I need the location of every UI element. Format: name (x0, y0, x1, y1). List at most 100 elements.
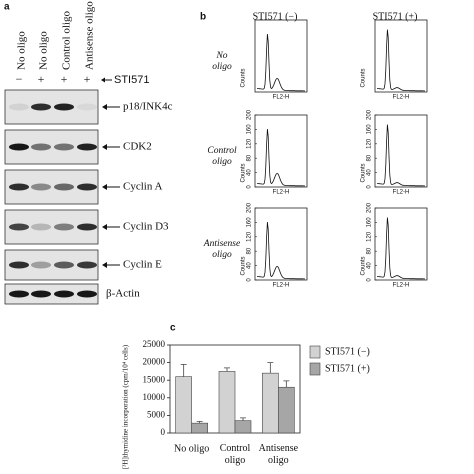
lane-label: Antisense oligo (84, 1, 96, 70)
error-bar (267, 362, 274, 374)
error-bar (240, 417, 246, 421)
band (77, 183, 97, 191)
y-axis-label: [³H]thymidine incorporation (cpm/10⁴ cel… (122, 344, 130, 469)
y-tick-label: 0 (367, 278, 373, 282)
y-tick-label: 120 (247, 231, 253, 242)
x-axis-label: FL2-H (393, 95, 410, 101)
blot (4, 89, 99, 125)
x-tick-label: Control oligo (220, 443, 251, 466)
band (31, 103, 51, 111)
legend-swatch (309, 362, 321, 376)
y-tick-label: 40 (247, 262, 253, 269)
y-tick-label: 80 (247, 154, 253, 161)
panel-label: b (200, 12, 206, 23)
band (77, 261, 97, 269)
plot-frame (374, 19, 428, 93)
blot-label: Cyclin E (123, 259, 162, 271)
band (9, 143, 29, 151)
histogram-curve (376, 29, 425, 92)
x-axis-label: FL2-H (273, 95, 290, 101)
y-tick-label: 0 (247, 185, 253, 189)
lane-sign: − (16, 72, 23, 86)
y-tick-label: 25000 (143, 339, 166, 349)
bar (234, 420, 252, 434)
column-header: STI571 (+) (373, 11, 418, 22)
band (77, 290, 97, 298)
y-tick-label: 200 (367, 202, 373, 213)
band (9, 103, 29, 111)
lane-sign: + (61, 72, 68, 86)
band (31, 290, 51, 298)
blot (4, 283, 99, 305)
row-label: No oligo (212, 51, 232, 72)
error-bar (283, 380, 290, 388)
band (77, 103, 97, 111)
y-tick-label: 0 (247, 278, 253, 282)
arrow-head (102, 144, 107, 150)
histogram: 0 40 80 120 160 200 Counts FL2-H (241, 109, 308, 196)
blot-label: CDK2 (123, 141, 152, 153)
x-axis-label: FL2-H (273, 283, 290, 289)
y-axis-label: Counts (361, 68, 367, 87)
lane-label: Control oligo (61, 11, 73, 70)
band (54, 183, 74, 191)
y-tick-label: 160 (367, 124, 373, 135)
y-tick-label: 120 (367, 231, 373, 242)
bar (278, 386, 295, 434)
row-label: Control oligo (207, 146, 237, 167)
y-tick-label: 200 (247, 109, 253, 120)
y-tick-label: 40 (367, 169, 373, 176)
legend-label: STI571 (+) (325, 363, 370, 374)
band (9, 290, 29, 298)
y-tick-label: 120 (247, 138, 253, 149)
histogram-curve (256, 221, 305, 280)
y-tick-label: 120 (367, 138, 373, 149)
y-tick-label: 15000 (143, 374, 166, 384)
lane-label: No oligo (38, 31, 50, 70)
y-tick-label: 80 (247, 247, 253, 254)
histogram: 0 40 80 120 160 200 Counts FL2-H (361, 109, 428, 196)
band (77, 143, 97, 151)
bar (191, 422, 208, 434)
y-tick-label: 40 (247, 169, 253, 176)
y-axis-label: Counts (361, 163, 367, 182)
y-tick-label: 0 (367, 185, 373, 189)
histogram: 0 40 80 120 160 200 Counts FL2-H (361, 202, 428, 289)
plot-frame (254, 19, 308, 93)
band (54, 223, 74, 231)
x-axis-label: FL2-H (273, 190, 290, 196)
y-axis-label: Counts (241, 68, 247, 87)
y-axis-label: Counts (241, 163, 247, 182)
x-tick-label: Antisense oligo (259, 443, 299, 466)
arrow-head (102, 224, 107, 230)
band (31, 223, 51, 231)
error-bar (196, 420, 203, 424)
histogram: Counts FL2-H (241, 19, 308, 101)
band (54, 103, 74, 111)
band (31, 143, 51, 151)
band (31, 261, 51, 269)
band (54, 261, 74, 269)
y-tick-label: 0 (161, 427, 166, 437)
band (31, 183, 51, 191)
arrow-head (102, 104, 107, 110)
legend-swatch (309, 345, 321, 359)
lane-label: No oligo (16, 31, 28, 70)
bar (175, 376, 192, 434)
arrow-head (101, 77, 105, 83)
error-bar (224, 367, 230, 372)
plot-frame (374, 207, 428, 281)
blot-label: Cyclin A (123, 181, 162, 193)
x-axis-label: FL2-H (393, 283, 410, 289)
band (9, 183, 29, 191)
x-axis-label: FL2-H (393, 190, 410, 196)
lane-sign: + (38, 72, 45, 86)
band (9, 261, 29, 269)
y-tick-label: 200 (367, 109, 373, 120)
x-tick-label: No oligo (174, 443, 209, 454)
histogram-curve (376, 124, 425, 187)
y-tick-label: 160 (367, 217, 373, 228)
y-axis-label: Counts (241, 256, 247, 275)
